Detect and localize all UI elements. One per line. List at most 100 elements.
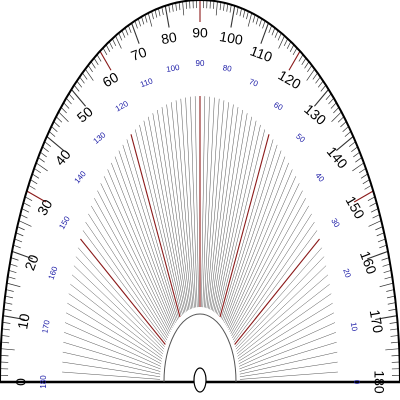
- protractor-ray: [126, 139, 180, 319]
- protractor-ray: [239, 341, 337, 372]
- protractor-ray: [223, 150, 282, 322]
- major-tick: [375, 315, 398, 321]
- protractor-ray: [107, 169, 174, 327]
- minor-tick: [219, 2, 222, 11]
- minor-tick: [84, 68, 94, 81]
- minor-tick: [53, 121, 60, 128]
- inner-scale-label: 130: [91, 130, 107, 146]
- major-tick: [99, 50, 112, 71]
- minor-tick: [87, 65, 93, 73]
- protractor-ray: [202, 96, 210, 308]
- minor-tick: [277, 32, 282, 41]
- minor-tick: [141, 16, 145, 25]
- minor-tick: [333, 106, 340, 114]
- minor-tick: [271, 27, 276, 36]
- protractor-ray: [143, 120, 184, 314]
- protractor-ray: [114, 156, 176, 323]
- minor-tick: [158, 8, 161, 17]
- minor-tick: [20, 214, 28, 219]
- outer-scale-label: 170: [367, 308, 387, 334]
- inner-scale-label: 20: [341, 267, 353, 279]
- outer-scale-label: 30: [34, 196, 56, 218]
- minor-tick: [306, 68, 316, 81]
- minor-tick: [340, 121, 347, 128]
- protractor-ray: [238, 302, 333, 362]
- inner-scale-label: 80: [222, 63, 233, 74]
- minor-tick: [304, 61, 310, 69]
- minor-tick: [301, 57, 307, 66]
- minor-tick: [246, 11, 249, 20]
- major-tick: [164, 5, 170, 28]
- minor-tick: [102, 47, 108, 56]
- major-tick: [313, 89, 329, 107]
- protractor-ray: [62, 371, 161, 380]
- protractor-ray: [152, 113, 187, 312]
- protractor-ray: [235, 247, 323, 347]
- minor-tick: [242, 9, 246, 18]
- major-tick: [71, 89, 87, 107]
- minor-tick: [379, 244, 387, 249]
- outer-scale-label: 40: [52, 146, 74, 168]
- minor-tick: [175, 2, 177, 11]
- minor-tick: [147, 12, 153, 27]
- minor-tick: [5, 295, 13, 299]
- outer-scale-label: 0: [13, 378, 29, 386]
- inner-scale-label: 120: [114, 99, 131, 114]
- minor-tick: [239, 8, 242, 17]
- protractor-ray: [225, 162, 289, 325]
- minor-tick: [79, 76, 85, 84]
- minor-tick: [112, 38, 117, 47]
- major-tick: [131, 22, 140, 44]
- outer-scale-label: 130: [301, 101, 329, 128]
- protractor-ray: [64, 332, 161, 370]
- protractor-ray: [148, 116, 186, 313]
- protractor-ray: [235, 256, 325, 350]
- protractor-ray: [180, 98, 195, 308]
- protractor-ray: [210, 107, 239, 310]
- protractor-ray: [228, 183, 300, 331]
- protractor-ray: [75, 256, 165, 350]
- protractor-ray: [231, 205, 309, 336]
- protractor-ray: [239, 351, 338, 375]
- minor-tick: [137, 18, 142, 27]
- minor-tick: [65, 97, 72, 105]
- outer-scale-label: 150: [343, 193, 369, 221]
- minor-tick: [30, 179, 38, 185]
- minor-tick: [255, 16, 259, 25]
- outer-scale-label: 80: [160, 29, 178, 47]
- minor-tick: [390, 341, 399, 344]
- minor-tick: [9, 263, 18, 267]
- minor-tick: [362, 179, 370, 185]
- minor-tick: [58, 111, 69, 123]
- minor-tick: [23, 202, 31, 207]
- protractor-ray: [70, 283, 163, 357]
- protractor-ray: [232, 213, 312, 339]
- minor-tick: [386, 289, 395, 292]
- minor-tick: [317, 80, 324, 88]
- minor-tick: [10, 257, 19, 261]
- minor-tick: [229, 4, 232, 13]
- minor-tick: [40, 151, 47, 158]
- minor-tick: [358, 168, 367, 174]
- protractor-rays: [62, 96, 338, 383]
- minor-tick: [63, 102, 70, 109]
- inner-scale-label: 60: [272, 100, 285, 113]
- minor-tick: [344, 131, 352, 137]
- outer-scale-label: 120: [276, 67, 304, 93]
- major-tick: [230, 5, 236, 28]
- minor-tick: [390, 335, 399, 337]
- protractor-ray: [161, 107, 190, 310]
- protractor-ray: [220, 139, 274, 319]
- protractor-ray: [194, 96, 199, 308]
- protractor-ray: [85, 221, 168, 341]
- protractor-ray: [206, 100, 225, 309]
- minor-tick: [247, 12, 253, 27]
- protractor-ray: [111, 162, 175, 325]
- minor-tick: [108, 41, 114, 49]
- accent-ray: [80, 238, 166, 345]
- major-tick: [26, 190, 47, 203]
- protractor-ray: [91, 205, 169, 336]
- minor-tick: [35, 162, 48, 172]
- protractor-ray: [82, 230, 167, 343]
